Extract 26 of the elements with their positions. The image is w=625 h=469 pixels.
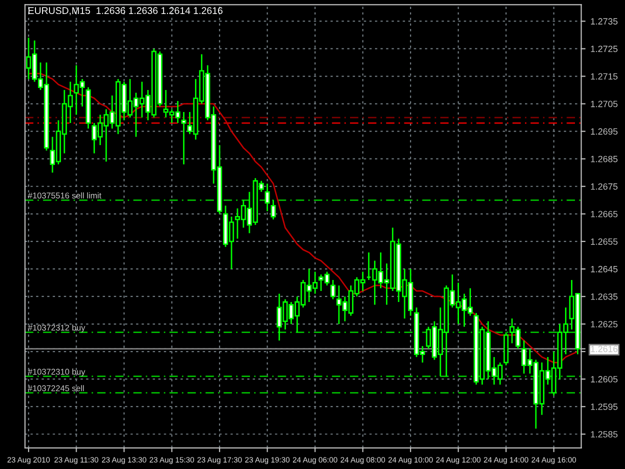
y-tick-label: 1.2665 [590, 210, 618, 218]
y-tick-label: 1.2725 [590, 46, 618, 52]
candlestick [330, 279, 336, 300]
candlestick [264, 182, 270, 212]
y-tick-label: 1.2595 [590, 404, 618, 410]
y-tick-label: 1.2735 [590, 18, 618, 25]
chart-title: EURUSD,M15 1.2636 1.2636 1.2614 1.2616 [28, 7, 222, 16]
line-series [28, 72, 578, 364]
candlestick [270, 199, 276, 220]
y-tick-label: 1.2715 [590, 73, 618, 80]
ref-line-label: #10372312 buy [28, 324, 86, 332]
y-tick-label: 1.2635 [590, 293, 618, 300]
ref-line-label: #10372245 sell [28, 385, 84, 392]
y-tick-label: 1.2625 [590, 320, 618, 328]
y-tick-label: 1.2605 [590, 376, 618, 382]
y-tick-label: 1.2685 [590, 156, 618, 162]
y-tick-label: 1.2695 [590, 128, 618, 135]
y-tick-label: 1.2645 [590, 266, 618, 272]
candlestick [181, 111, 186, 166]
ref-line-label: #10375516 sell limit [28, 192, 102, 198]
y-tick-label: 1.2585 [590, 431, 618, 438]
ref-line-label: #10372310 buy [28, 368, 86, 376]
y-tick-label: 1.2616 [590, 346, 618, 352]
y-tick-label: 1.2655 [590, 238, 618, 245]
y-tick-label: 1.2675 [590, 183, 618, 190]
y-tick-label: 1.2705 [590, 100, 618, 108]
